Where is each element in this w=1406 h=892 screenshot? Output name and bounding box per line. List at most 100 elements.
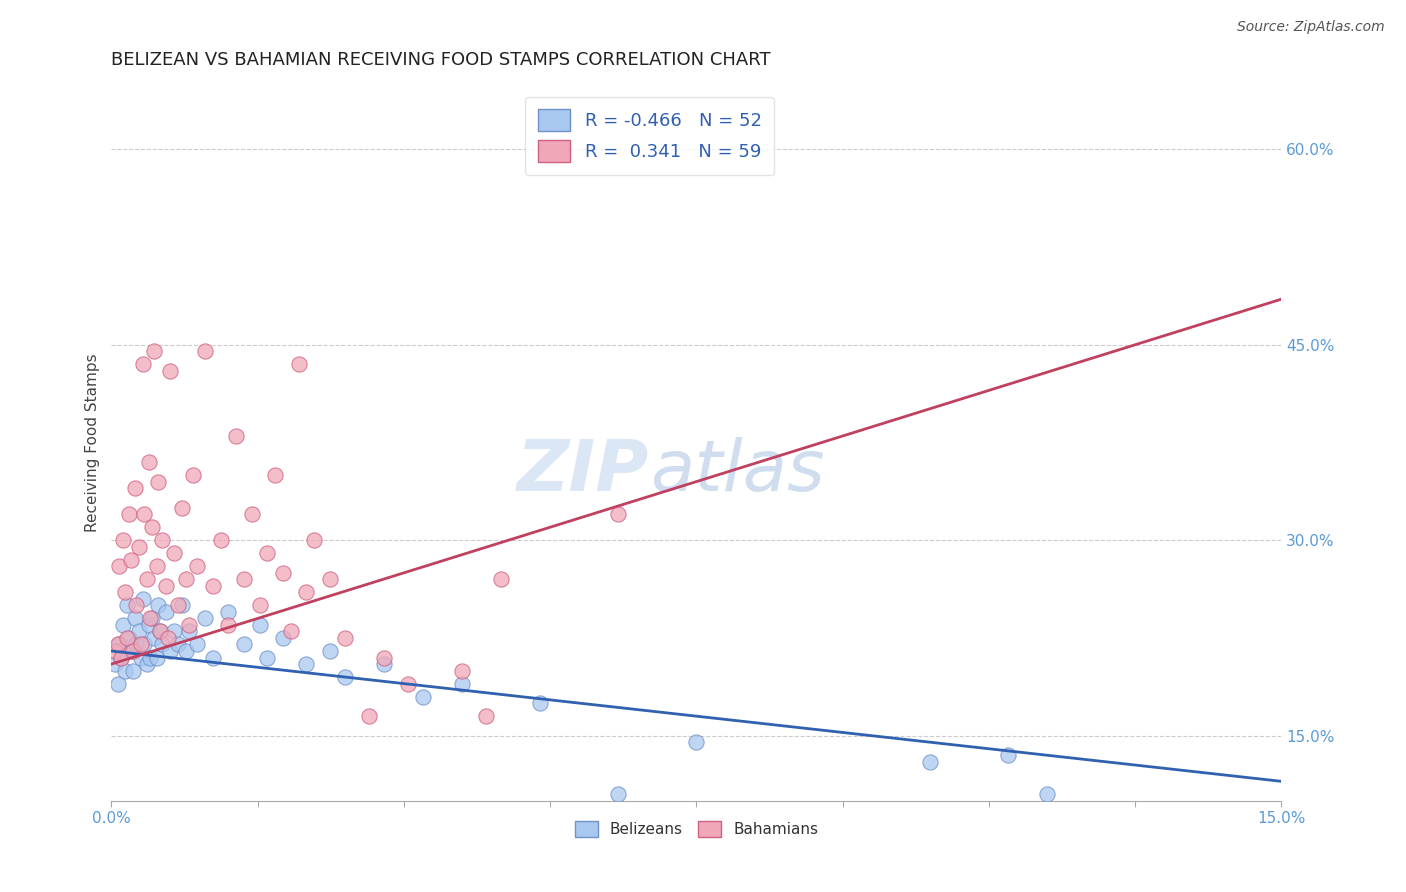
- Point: [131, 357, 153, 371]
- Point: [138, 618, 160, 632]
- Point: [112, 533, 135, 548]
- Point: [128, 540, 150, 554]
- Point: [1036, 788, 1059, 802]
- Point: [104, 657, 127, 671]
- Point: [225, 429, 247, 443]
- Point: [166, 599, 188, 613]
- Point: [451, 676, 474, 690]
- Point: [295, 585, 318, 599]
- Point: [124, 611, 146, 625]
- Point: [107, 676, 129, 690]
- Point: [607, 507, 630, 521]
- Point: [122, 644, 145, 658]
- Point: [179, 618, 201, 632]
- Point: [181, 468, 204, 483]
- Point: [134, 638, 156, 652]
- Point: [148, 599, 170, 613]
- Point: [174, 572, 197, 586]
- Point: [233, 638, 256, 652]
- Point: [128, 624, 150, 639]
- Point: [607, 788, 630, 802]
- Point: [174, 644, 197, 658]
- Point: [149, 624, 172, 639]
- Point: [271, 631, 294, 645]
- Point: [451, 664, 474, 678]
- Point: [287, 357, 309, 371]
- Point: [997, 748, 1019, 763]
- Point: [170, 500, 193, 515]
- Point: [335, 631, 357, 645]
- Point: [124, 481, 146, 495]
- Point: [104, 644, 127, 658]
- Point: [141, 520, 163, 534]
- Point: [170, 599, 193, 613]
- Point: [186, 559, 208, 574]
- Point: [115, 631, 138, 645]
- Point: [163, 624, 186, 639]
- Point: [373, 657, 395, 671]
- Text: Source: ZipAtlas.com: Source: ZipAtlas.com: [1237, 20, 1385, 34]
- Point: [163, 546, 186, 560]
- Point: [141, 611, 163, 625]
- Point: [373, 650, 395, 665]
- Point: [155, 605, 177, 619]
- Point: [122, 664, 145, 678]
- Point: [148, 475, 170, 489]
- Point: [412, 690, 434, 704]
- Point: [117, 507, 139, 521]
- Point: [120, 644, 142, 658]
- Point: [194, 611, 217, 625]
- Point: [335, 670, 357, 684]
- Point: [920, 755, 942, 769]
- Point: [145, 559, 167, 574]
- Point: [115, 599, 138, 613]
- Point: [217, 618, 239, 632]
- Point: [134, 507, 156, 521]
- Point: [150, 533, 173, 548]
- Point: [256, 546, 278, 560]
- Point: [475, 709, 498, 723]
- Point: [396, 676, 419, 690]
- Point: [685, 735, 707, 749]
- Point: [110, 650, 132, 665]
- Point: [114, 585, 136, 599]
- Point: [145, 650, 167, 665]
- Point: [143, 631, 166, 645]
- Point: [108, 638, 131, 652]
- Point: [186, 638, 208, 652]
- Point: [319, 572, 342, 586]
- Point: [117, 631, 139, 645]
- Point: [357, 709, 380, 723]
- Point: [114, 664, 136, 678]
- Point: [217, 605, 239, 619]
- Point: [155, 579, 177, 593]
- Point: [125, 599, 148, 613]
- Point: [135, 572, 157, 586]
- Point: [143, 344, 166, 359]
- Point: [529, 696, 551, 710]
- Point: [264, 468, 287, 483]
- Point: [156, 631, 179, 645]
- Point: [201, 579, 224, 593]
- Point: [280, 624, 302, 639]
- Point: [135, 657, 157, 671]
- Point: [249, 599, 271, 613]
- Point: [256, 650, 278, 665]
- Point: [233, 572, 256, 586]
- Point: [110, 650, 132, 665]
- Point: [125, 638, 148, 652]
- Point: [120, 553, 142, 567]
- Point: [108, 559, 131, 574]
- Point: [271, 566, 294, 580]
- Point: [179, 624, 201, 639]
- Point: [201, 650, 224, 665]
- Point: [131, 591, 153, 606]
- Text: ZIP: ZIP: [517, 437, 650, 506]
- Point: [302, 533, 325, 548]
- Point: [129, 650, 152, 665]
- Point: [139, 650, 162, 665]
- Point: [491, 572, 513, 586]
- Point: [209, 533, 232, 548]
- Point: [129, 638, 152, 652]
- Legend: Belizeans, Bahamians: Belizeans, Bahamians: [568, 815, 824, 844]
